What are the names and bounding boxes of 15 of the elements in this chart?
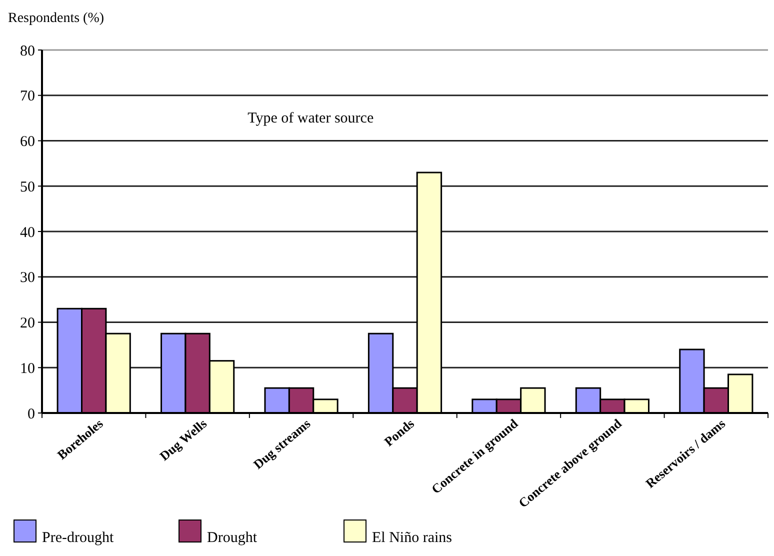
y-tick-label: 0 [28, 406, 35, 422]
y-tick-label: 10 [20, 360, 35, 377]
legend-label: Drought [207, 530, 258, 546]
y-tick-label: 30 [20, 270, 35, 286]
y-tick-label: 80 [20, 43, 35, 60]
y-tick-label: 60 [20, 134, 35, 150]
y-tick-label: 70 [20, 88, 35, 105]
y-tick-label: 20 [20, 316, 35, 332]
legend-label: El Niño rains [372, 530, 452, 546]
x-tick-label: Dug Wells [156, 416, 210, 464]
y-tick-label: 40 [20, 224, 35, 241]
y-tick-label: 50 [20, 179, 35, 196]
legend-label: Pre-drought [42, 530, 114, 546]
y-axis-title: Respondents (%) [8, 11, 104, 26]
text: Type of water source [248, 110, 374, 127]
